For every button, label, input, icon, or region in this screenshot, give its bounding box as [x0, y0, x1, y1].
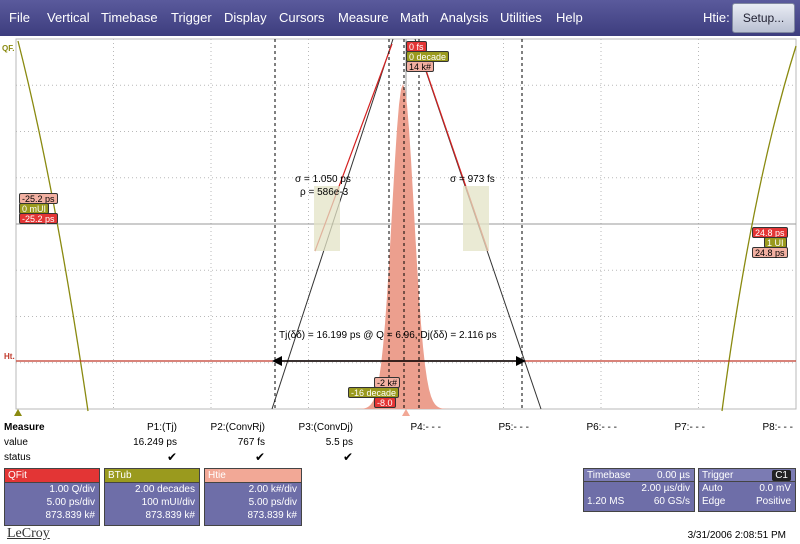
measure-value-label: value — [4, 437, 28, 448]
measure-status-label: status — [4, 452, 31, 463]
menu-file[interactable]: File — [9, 10, 30, 25]
param-p2-status-icon: ✔ — [254, 450, 265, 464]
setup-button[interactable]: Setup... — [732, 3, 795, 33]
param-p8-name[interactable]: P8:- - - — [762, 422, 793, 433]
trace-qfit-name: QFit — [5, 469, 99, 483]
trace-qfit-count: 873.839 k# — [45, 510, 96, 521]
param-p6-name[interactable]: P6:- - - — [586, 422, 617, 433]
trigger-descriptor[interactable]: Trigger C1 Auto 0.0 mV Edge Positive — [698, 468, 796, 512]
menu-display[interactable]: Display — [224, 10, 267, 25]
param-p1-value: 16.249 ps — [133, 437, 177, 448]
param-p1-status-icon: ✔ — [166, 450, 177, 464]
trigger-type: Edge — [702, 496, 726, 507]
timebase-descriptor[interactable]: Timebase 0.00 µs 2.00 µs/div 1.20 MS 60 … — [583, 468, 695, 512]
waveform-grid — [14, 38, 797, 416]
timebase-per-div: 2.00 µs/div — [641, 483, 690, 494]
trace-btub-vscale: 2.00 decades — [134, 484, 195, 495]
waveform-display[interactable]: QF. Ht. 0 fs 0 decade 14 k# -2 k# -16 de… — [0, 36, 800, 416]
trace-btub-hscale: 100 mUI/div — [141, 497, 195, 508]
left-trigger-marker — [14, 409, 22, 416]
fit-region-right — [463, 186, 489, 251]
active-trace-label: Htie: — [703, 10, 730, 25]
trace-htie-name: Htie — [205, 469, 301, 483]
sigma-right-text: σ = 973 fs — [450, 174, 495, 185]
trigger-row-1: Auto 0.0 mV — [699, 482, 795, 495]
trigger-slope: Positive — [755, 496, 791, 507]
trigger-mode: Auto — [702, 483, 723, 494]
lecroy-logo: LeCroy — [7, 526, 50, 541]
bottom-tag-decade: -16 decade — [348, 387, 400, 398]
timebase-header: Timebase 0.00 µs — [584, 469, 694, 482]
fit-region-left — [314, 186, 340, 251]
menu-timebase[interactable]: Timebase — [101, 10, 158, 25]
trigger-row-2: Edge Positive — [699, 495, 795, 508]
qfit-trace-marker: QF. — [2, 44, 15, 53]
menu-cursors[interactable]: Cursors — [279, 10, 325, 25]
param-p7-name[interactable]: P7:- - - — [674, 422, 705, 433]
bathtub-right-curve — [721, 45, 797, 412]
param-p4-name[interactable]: P4:- - - — [410, 422, 441, 433]
right-tag-time-2: 24.8 ps — [752, 247, 788, 258]
bathtub-left-curve — [17, 40, 89, 412]
param-p3-name[interactable]: P3:(ConvDj) — [298, 422, 353, 433]
menu-math[interactable]: Math — [400, 10, 429, 25]
date-time: 3/31/2006 2:08:51 PM — [687, 530, 786, 541]
left-tag-time-2: -25.2 ps — [19, 213, 58, 224]
timebase-samples: 1.20 MS — [587, 496, 625, 507]
sigma-left-text: σ = 1.050 ps — [295, 174, 351, 185]
center-trigger-marker — [402, 409, 410, 416]
trace-btub-name: BTub — [105, 469, 199, 483]
trace-qfit-vscale: 1.00 Q/div — [49, 484, 95, 495]
menu-analysis[interactable]: Analysis — [440, 10, 489, 25]
menu-utilities[interactable]: Utilities — [500, 10, 542, 25]
trace-btub-descriptor[interactable]: BTub 2.00 decades 100 mUI/div 873.839 k# — [104, 468, 200, 526]
trigger-header: Trigger C1 — [699, 469, 795, 482]
trigger-level: 0.0 mV — [759, 483, 791, 494]
trace-htie-descriptor[interactable]: Htie 2.00 k#/div 5.00 ps/div 873.839 k# — [204, 468, 302, 526]
param-p2-name[interactable]: P2:(ConvRj) — [210, 422, 265, 433]
bottom-tag-q: -8.0 — [374, 397, 396, 408]
rho-left-text: ρ = 586e-3 — [300, 187, 349, 198]
trace-htie-count: 873.839 k# — [247, 510, 298, 521]
trace-qfit-descriptor[interactable]: QFit 1.00 Q/div 5.00 ps/div 873.839 k# — [4, 468, 100, 526]
menu-trigger[interactable]: Trigger — [171, 10, 212, 25]
param-p3-status-icon: ✔ — [342, 450, 353, 464]
trigger-title: Trigger — [702, 470, 734, 481]
param-p5-name[interactable]: P5:- - - — [498, 422, 529, 433]
timebase-row-1: 2.00 µs/div — [584, 482, 694, 495]
tj-arrow-right-head — [516, 356, 526, 366]
jitter-histogram — [355, 84, 455, 409]
measure-title: Measure — [4, 422, 45, 433]
menu-vertical[interactable]: Vertical — [47, 10, 90, 25]
trace-htie-hscale: 5.00 ps/div — [248, 497, 297, 508]
trace-qfit-hscale: 5.00 ps/div — [46, 497, 95, 508]
param-p1-name[interactable]: P1:(Tj) — [147, 422, 177, 433]
param-p2-value: 767 fs — [237, 437, 265, 448]
timebase-row-2: 1.20 MS 60 GS/s — [584, 495, 694, 508]
timebase-title: Timebase — [587, 470, 631, 481]
menu-help[interactable]: Help — [556, 10, 583, 25]
menu-bar: File Vertical Timebase Trigger Display C… — [0, 0, 800, 36]
menu-measure[interactable]: Measure — [338, 10, 389, 25]
timebase-delay: 0.00 µs — [656, 470, 690, 481]
measure-table: Measure value status P1:(Tj) P2:(ConvRj)… — [0, 418, 800, 468]
param-p3-value: 5.5 ps — [325, 437, 353, 448]
tj-arrow-left-head — [272, 356, 282, 366]
trace-btub-count: 873.839 k# — [145, 510, 196, 521]
total-jitter-text: Tj(δδ) = 16.199 ps @ Q = 6.96, Dj(δδ) = … — [279, 330, 497, 341]
top-tag-count: 14 k# — [406, 61, 435, 72]
htie-level-marker: Ht. — [4, 352, 15, 361]
trace-htie-vscale: 2.00 k#/div — [248, 484, 297, 495]
timebase-rate: 60 GS/s — [653, 496, 690, 507]
trigger-channel-badge: C1 — [772, 470, 791, 481]
